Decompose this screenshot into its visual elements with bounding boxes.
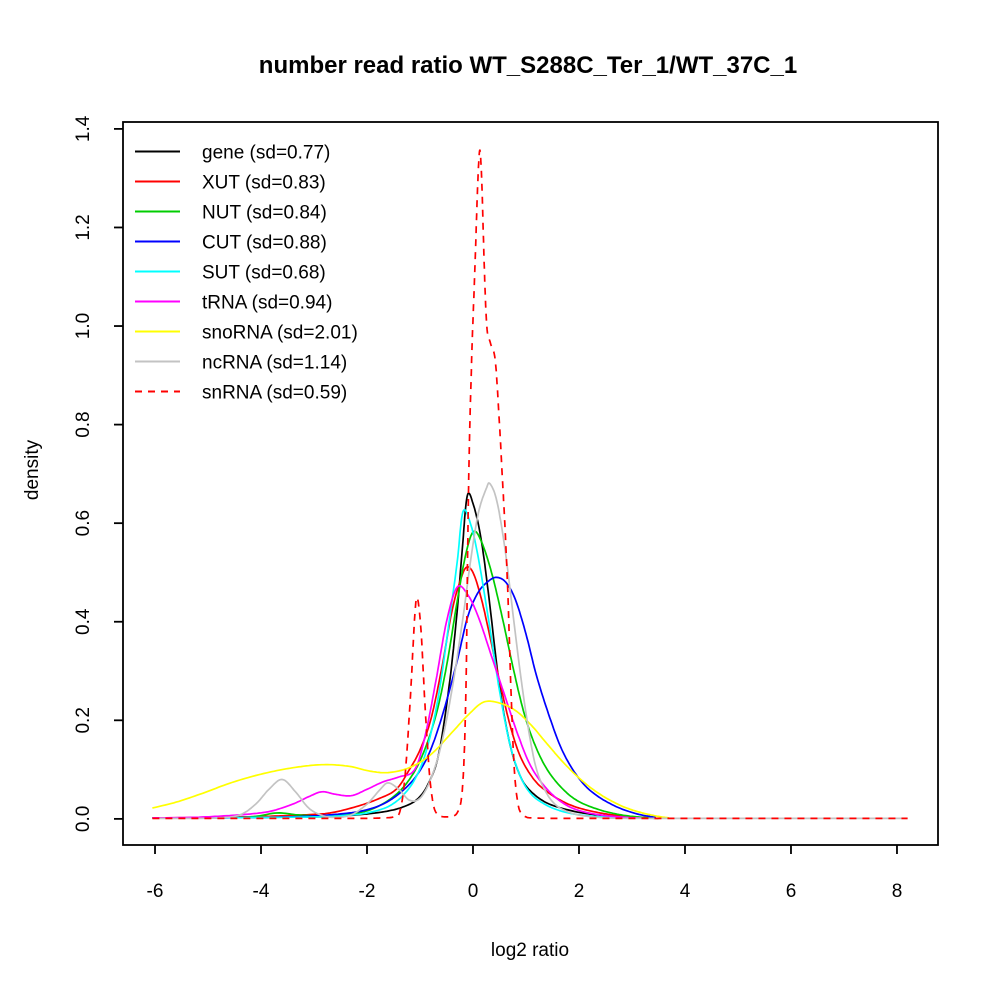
legend-label-snRNA: snRNA (sd=0.59) <box>202 383 347 404</box>
curve-snRNA <box>152 149 908 820</box>
legend-item-snoRNA: snoRNA (sd=2.01) <box>135 323 358 344</box>
curve-ncRNA <box>152 482 908 820</box>
x-tick-label: -6 <box>147 881 164 902</box>
legend-label-SUT: SUT (sd=0.68) <box>202 263 326 284</box>
legend-item-snRNA: snRNA (sd=0.59) <box>135 383 347 404</box>
chart-title: number read ratio WT_S288C_Ter_1/WT_37C_… <box>259 52 797 79</box>
legend-label-CUT: CUT (sd=0.88) <box>202 233 327 254</box>
x-tick-label: -2 <box>359 881 376 902</box>
y-tick-label: 0.8 <box>73 411 94 437</box>
legend-item-SUT: SUT (sd=0.68) <box>135 263 326 284</box>
x-tick-label: -4 <box>253 881 270 902</box>
x-tick-label: 4 <box>680 881 691 902</box>
legend-item-tRNA: tRNA (sd=0.94) <box>135 293 332 314</box>
legend-item-CUT: CUT (sd=0.88) <box>135 233 327 254</box>
legend-item-NUT: NUT (sd=0.84) <box>135 203 327 224</box>
plot-box <box>122 121 939 846</box>
legend-label-snoRNA: snoRNA (sd=2.01) <box>202 323 358 344</box>
legend: gene (sd=0.77) XUT (sd=0.83) NUT (sd=0.84)… <box>135 143 358 404</box>
y-tick-label: 0.6 <box>73 510 94 536</box>
legend-label-XUT: XUT (sd=0.83) <box>202 173 326 194</box>
y-axis-label: density <box>22 439 43 500</box>
x-tick-label: 2 <box>574 881 585 902</box>
legend-item-XUT: XUT (sd=0.83) <box>135 173 326 194</box>
x-tick-label: 8 <box>892 881 903 902</box>
curve-tRNA <box>152 584 648 820</box>
curve-snoRNA <box>152 700 670 819</box>
curve-XUT <box>152 566 659 820</box>
legend-item-ncRNA: ncRNA (sd=1.14) <box>135 353 347 374</box>
x-tick-label: 6 <box>786 881 797 902</box>
y-tick-label: 1.2 <box>73 214 94 240</box>
y-tick-label: 0.0 <box>73 806 94 832</box>
y-tick-label: 1.4 <box>73 115 94 142</box>
y-tick-label: 0.2 <box>73 707 94 733</box>
axes-layer: -6 -4 -2 0 2 4 6 8 0.0 0.2 0.4 0.6 0.8 1.0 1.2 1.4 <box>73 115 902 902</box>
y-tick-label: 0.4 <box>73 608 94 635</box>
legend-label-NUT: NUT (sd=0.84) <box>202 203 327 224</box>
legend-label-tRNA: tRNA (sd=0.94) <box>202 293 332 314</box>
legend-item-gene: gene (sd=0.77) <box>135 143 330 164</box>
legend-label-gene: gene (sd=0.77) <box>202 143 330 164</box>
curves-layer <box>152 149 908 820</box>
legend-label-ncRNA: ncRNA (sd=1.14) <box>202 353 347 374</box>
y-tick-label: 1.0 <box>73 313 94 339</box>
x-axis-label: log2 ratio <box>491 940 569 961</box>
x-tick-label: 0 <box>468 881 479 902</box>
curve-CUT <box>152 576 656 819</box>
